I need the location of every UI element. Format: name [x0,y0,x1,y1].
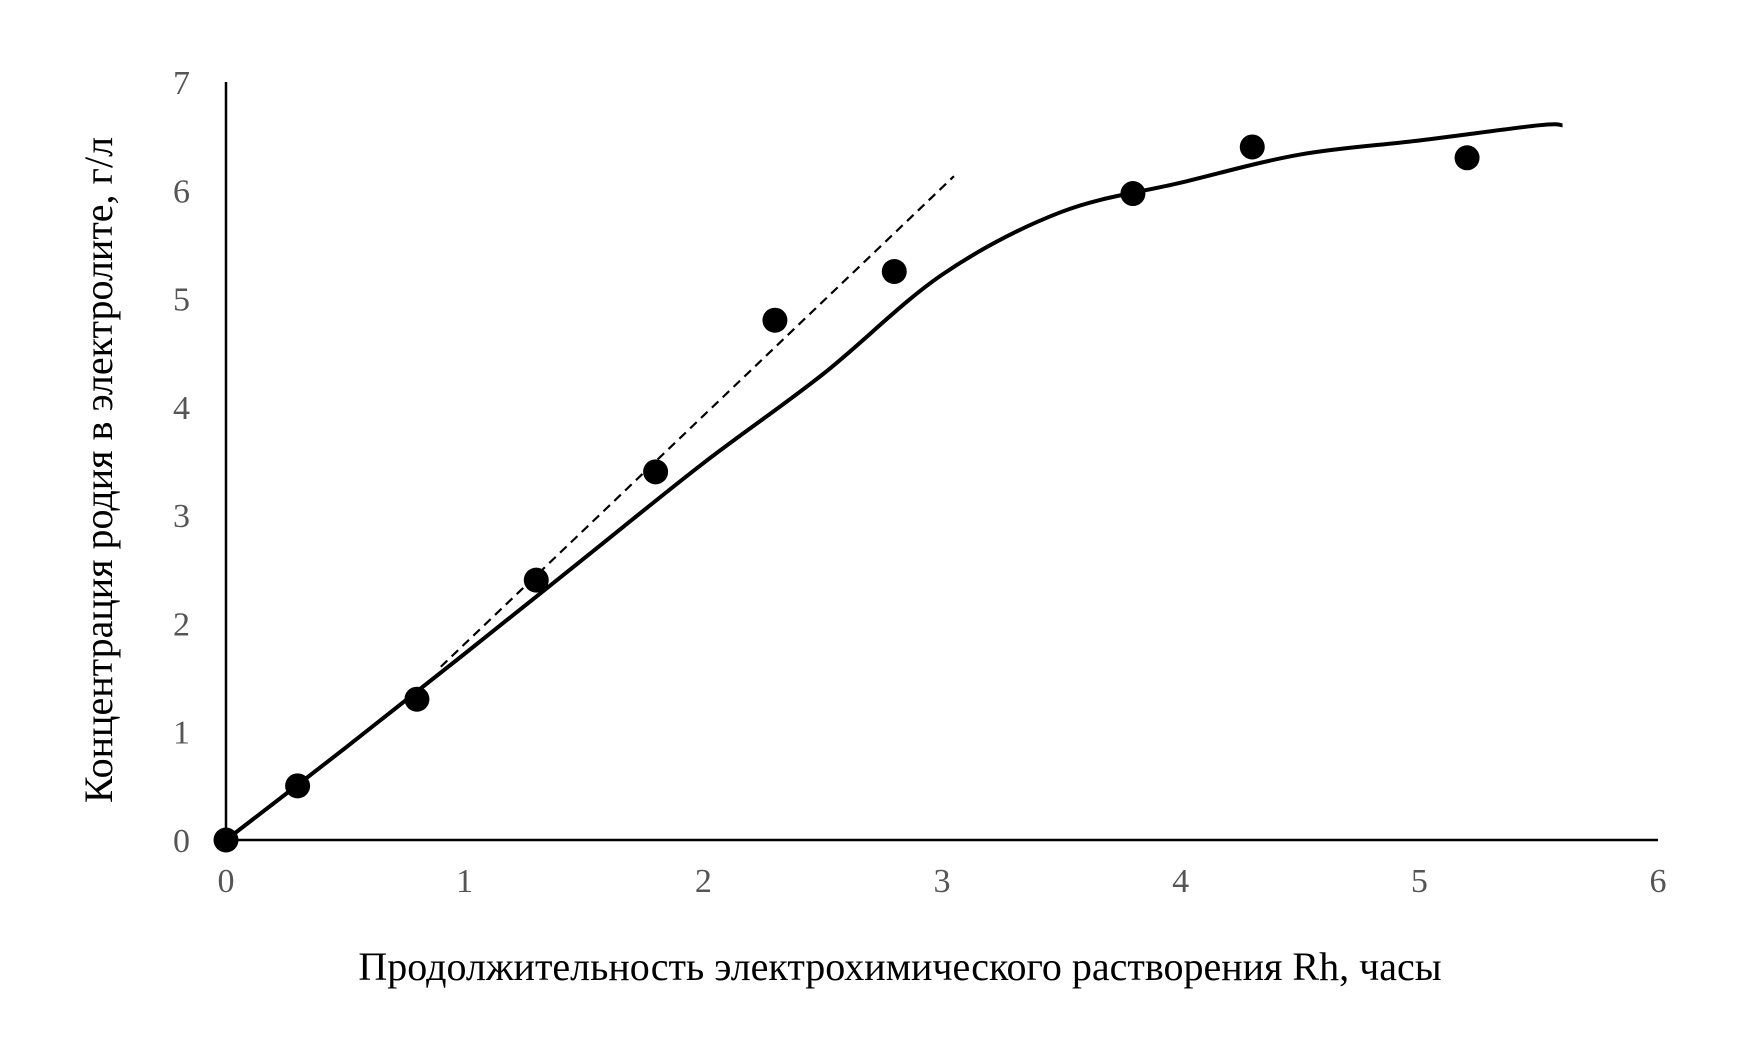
y-tick-label: 1 [173,715,190,752]
y-tick-label: 0 [173,823,190,860]
y-tick-label: 2 [173,606,190,643]
data-point [643,459,669,485]
x-axis-title: Продолжительность электрохимического рас… [358,944,1441,989]
x-tick-label: 2 [695,863,712,900]
x-tick-label: 5 [1411,863,1428,900]
y-tick-label: 3 [173,498,190,535]
x-tick-label: 4 [1172,863,1189,900]
fit-curve [224,122,1563,842]
y-tick-label: 6 [173,173,190,210]
data-point [881,259,907,284]
data-point [213,827,239,853]
y-tick-label: 4 [173,390,190,427]
x-tick-label: 0 [218,863,235,900]
data-point [1120,181,1146,207]
data-points [213,134,1480,853]
data-point [1239,134,1265,160]
y-tick-label: 5 [173,282,190,319]
x-tick-label: 6 [1650,863,1667,900]
tangent-line [440,175,955,668]
y-axis-title: Концентрация родия в электролите, г/л [76,137,121,803]
data-point [762,307,788,333]
x-tick-labels: 0 1 2 3 4 5 6 [218,863,1667,900]
data-point [523,567,549,593]
data-point [1454,145,1480,171]
data-point [285,773,311,799]
x-tick-label: 3 [934,863,951,900]
data-point [404,686,430,712]
x-tick-label: 1 [456,863,473,900]
y-tick-label: 7 [173,65,190,102]
y-tick-labels: 0 1 2 3 4 5 6 7 [173,65,190,860]
